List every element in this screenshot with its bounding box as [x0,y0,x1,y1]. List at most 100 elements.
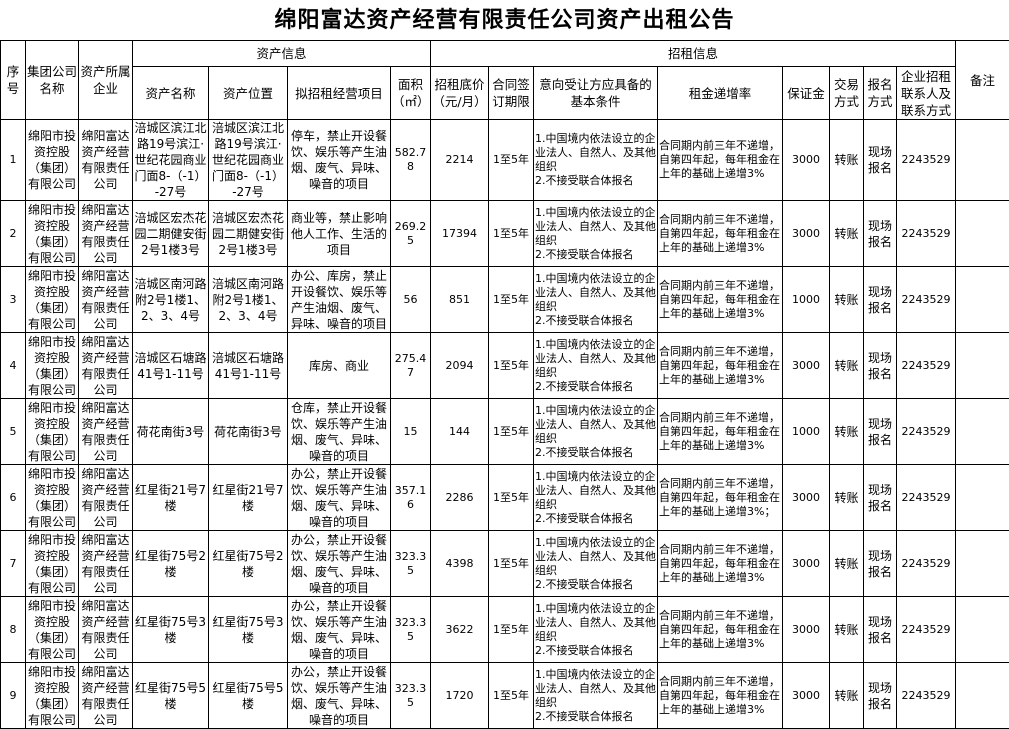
cell-deposit: 3000 [783,120,830,201]
cell-trade: 转账 [830,531,864,597]
cell-term: 1至5年 [489,531,534,597]
cell-owner: 绵阳富达资产经营有限责任公司 [79,201,133,267]
cell-asset-location: 涪城区宏杰花园二期健安街2号1楼3号 [209,201,288,267]
header-deposit: 保证金 [783,67,830,120]
group-bid-info: 招租信息 [431,41,956,67]
cell-seq: 5 [1,399,26,465]
cell-asset-location: 红星街21号7楼 [209,465,288,531]
cell-base-price: 144 [431,399,489,465]
asset-rental-table: 序号 集团公司名称 资产所属企业 资产信息 招租信息 备注 资产名称 资产位置 … [0,40,1009,729]
cell-group-company: 绵阳市投资控股（集团）有限公司 [26,399,79,465]
cell-signup: 现场报名 [864,120,897,201]
cell-contact: 2243529 [897,333,956,399]
cell-trade: 转账 [830,267,864,333]
cell-remark [956,663,1009,729]
header-asset-location: 资产位置 [209,67,288,120]
cell-increase: 合同期内前三年不递增，自第四年起，每年租金在上年的基础上递增3% [658,120,783,201]
cell-business: 仓库，禁止开设餐饮、娱乐等产生油烟、废气、异味、噪音的项目 [288,399,391,465]
cell-contact: 2243529 [897,663,956,729]
cell-contact: 2243529 [897,399,956,465]
cell-increase: 合同期内前三年不递增，自第四年起，每年租金在上年的基础上递增3% [658,399,783,465]
cell-term: 1至5年 [489,597,534,663]
cell-area: 582.78 [391,120,431,201]
cell-base-price: 2094 [431,333,489,399]
cell-remark [956,267,1009,333]
cell-asset-name: 红星街75号5楼 [133,663,209,729]
cell-asset-name: 涪城区宏杰花园二期健安街2号1楼3号 [133,201,209,267]
cell-seq: 1 [1,120,26,201]
cell-term: 1至5年 [489,201,534,267]
cell-business: 办公，禁止开设餐饮、娱乐等产生油烟、废气、异味、噪音的项目 [288,531,391,597]
cell-area: 323.35 [391,531,431,597]
header-base-price: 招租底价（元/月） [431,67,489,120]
cell-owner: 绵阳富达资产经营有限责任公司 [79,120,133,201]
cell-conditions: 1.中国境内依法设立的企业法人、自然人、及其他组织 2.不接受联合体报名 [534,201,658,267]
cell-seq: 4 [1,333,26,399]
cell-contact: 2243529 [897,465,956,531]
header-owner: 资产所属企业 [79,41,133,120]
cell-seq: 7 [1,531,26,597]
cell-group-company: 绵阳市投资控股（集团）有限公司 [26,465,79,531]
cell-increase: 合同期内前三年不递增，自第四年起，每年租金在上年的基础上递增3% [658,531,783,597]
page-title: 绵阳富达资产经营有限责任公司资产出租公告 [0,0,1009,40]
cell-trade: 转账 [830,597,864,663]
cell-trade: 转账 [830,120,864,201]
cell-owner: 绵阳富达资产经营有限责任公司 [79,531,133,597]
cell-business: 商业等，禁止影响他人工作、生活的项目 [288,201,391,267]
cell-base-price: 4398 [431,531,489,597]
cell-contact: 2243529 [897,201,956,267]
cell-remark [956,201,1009,267]
cell-contact: 2243529 [897,531,956,597]
header-contact: 企业招租联系人及联系方式 [897,67,956,120]
header-increase: 租金递增率 [658,67,783,120]
cell-remark [956,597,1009,663]
cell-seq: 3 [1,267,26,333]
cell-deposit: 3000 [783,597,830,663]
cell-contact: 2243529 [897,597,956,663]
cell-remark [956,531,1009,597]
cell-asset-name: 红星街75号3楼 [133,597,209,663]
cell-business: 停车，禁止开设餐饮、娱乐等产生油烟、废气、异味、噪音的项目 [288,120,391,201]
cell-signup: 现场报名 [864,663,897,729]
cell-trade: 转账 [830,663,864,729]
cell-term: 1至5年 [489,465,534,531]
group-asset-info: 资产信息 [133,41,431,67]
cell-asset-name: 荷花南街3号 [133,399,209,465]
cell-owner: 绵阳富达资产经营有限责任公司 [79,267,133,333]
cell-term: 1至5年 [489,267,534,333]
header-seq: 序号 [1,41,26,120]
header-business: 拟招租经营项目 [288,67,391,120]
cell-area: 323.35 [391,663,431,729]
cell-contact: 2243529 [897,120,956,201]
cell-asset-location: 涪城区石塘路41号1-11号 [209,333,288,399]
cell-increase: 合同期内前三年不递增，自第四年起，每年租金在上年的基础上递增3%； [658,465,783,531]
cell-business: 办公，禁止开设餐饮、娱乐等产生油烟、废气、异味、噪音的项目 [288,663,391,729]
cell-base-price: 851 [431,267,489,333]
cell-trade: 转账 [830,465,864,531]
cell-base-price: 3622 [431,597,489,663]
cell-increase: 合同期内前三年不递增，自第四年起，每年租金在上年的基础上递增3% [658,597,783,663]
cell-business: 办公、库房，禁止开设餐饮、娱乐等产生油烟、废气、异味、噪音的项目 [288,267,391,333]
cell-remark [956,333,1009,399]
cell-signup: 现场报名 [864,531,897,597]
cell-group-company: 绵阳市投资控股（集团）有限公司 [26,120,79,201]
cell-business: 办公，禁止开设餐饮、娱乐等产生油烟、废气、异味、噪音的项目 [288,465,391,531]
cell-conditions: 1.中国境内依法设立的企业法人、自然人、及其他组织 2.不接受联合体报名 [534,531,658,597]
cell-conditions: 1.中国境内依法设立的企业法人、自然人、及其他组织 2.不接受联合体报名 [534,597,658,663]
cell-area: 15 [391,399,431,465]
cell-asset-name: 涪城区石塘路41号1-11号 [133,333,209,399]
cell-asset-name: 红星街21号7楼 [133,465,209,531]
cell-asset-location: 红星街75号5楼 [209,663,288,729]
cell-remark [956,465,1009,531]
cell-asset-name: 涪城区南河路附2号1楼1、2、3、4号 [133,267,209,333]
cell-increase: 合同期内前三年不递增，自第四年起，每年租金在上年的基础上递增3% [658,201,783,267]
cell-seq: 2 [1,201,26,267]
cell-deposit: 3000 [783,465,830,531]
cell-remark [956,399,1009,465]
cell-area: 357.16 [391,465,431,531]
cell-base-price: 2214 [431,120,489,201]
